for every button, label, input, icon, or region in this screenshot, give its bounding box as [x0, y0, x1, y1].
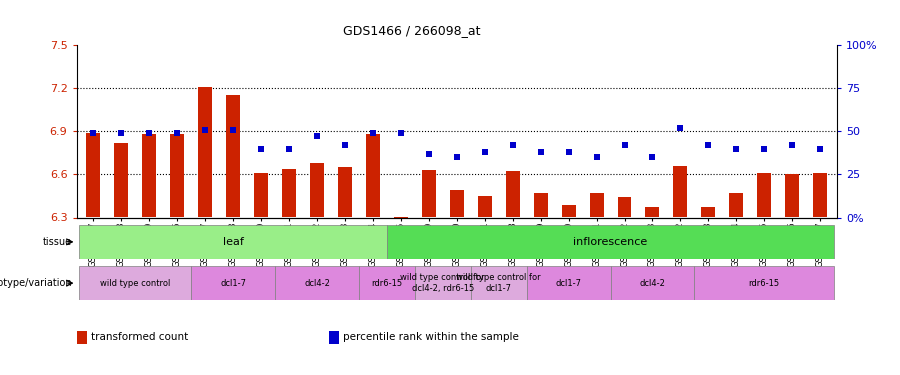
Bar: [610, 266, 695, 300]
Point: [478, 149, 492, 155]
Bar: [226, 95, 240, 218]
Bar: [170, 134, 184, 218]
Bar: [359, 266, 415, 300]
Bar: [114, 143, 128, 218]
Point: [338, 142, 352, 148]
Text: transformed count: transformed count: [91, 333, 188, 342]
Point: [365, 130, 380, 136]
Bar: [673, 166, 688, 218]
Point: [701, 142, 716, 148]
Point: [506, 142, 520, 148]
Bar: [415, 266, 471, 300]
Bar: [198, 87, 212, 218]
Bar: [394, 217, 408, 261]
Text: GDS1466 / 266098_at: GDS1466 / 266098_at: [343, 24, 481, 38]
Text: rdr6-15: rdr6-15: [372, 279, 402, 288]
Text: dcl4-2: dcl4-2: [304, 279, 330, 288]
Text: dcl1-7: dcl1-7: [555, 279, 581, 288]
Bar: [79, 225, 387, 259]
Point: [393, 130, 408, 136]
Point: [645, 154, 660, 160]
Point: [170, 130, 184, 136]
Point: [757, 146, 771, 152]
Bar: [645, 207, 660, 218]
Point: [310, 134, 324, 140]
Bar: [422, 170, 436, 217]
Text: leaf: leaf: [222, 237, 244, 247]
Bar: [450, 190, 464, 217]
Point: [282, 146, 296, 152]
Text: wild type control for
dcl1-7: wild type control for dcl1-7: [456, 273, 541, 293]
Point: [114, 130, 129, 136]
Bar: [366, 134, 380, 218]
Bar: [275, 266, 359, 300]
Bar: [757, 173, 771, 217]
Bar: [729, 193, 743, 217]
Text: dcl4-2: dcl4-2: [640, 279, 665, 288]
Point: [254, 146, 268, 152]
Text: rdr6-15: rdr6-15: [749, 279, 780, 288]
Bar: [814, 173, 827, 217]
Bar: [695, 266, 834, 300]
Bar: [86, 133, 100, 218]
Point: [198, 126, 212, 132]
Point: [785, 142, 799, 148]
Bar: [142, 134, 157, 218]
Point: [813, 146, 827, 152]
Bar: [387, 225, 834, 259]
Bar: [590, 193, 604, 217]
Point: [729, 146, 743, 152]
Bar: [786, 174, 799, 217]
Bar: [282, 169, 296, 217]
Bar: [191, 266, 275, 300]
Bar: [254, 173, 268, 217]
Point: [421, 151, 436, 157]
Point: [449, 154, 464, 160]
Bar: [471, 266, 526, 300]
Bar: [338, 167, 352, 217]
Text: wild type control: wild type control: [100, 279, 170, 288]
Bar: [526, 266, 610, 300]
Bar: [478, 196, 491, 217]
Point: [590, 154, 604, 160]
Text: tissue: tissue: [43, 237, 72, 247]
Point: [226, 126, 240, 132]
Text: wild type control for
dcl4-2, rdr6-15: wild type control for dcl4-2, rdr6-15: [400, 273, 485, 293]
Point: [534, 149, 548, 155]
Point: [673, 125, 688, 131]
Bar: [562, 204, 576, 218]
Text: inflorescence: inflorescence: [573, 237, 648, 247]
Text: percentile rank within the sample: percentile rank within the sample: [343, 333, 518, 342]
Point: [142, 130, 157, 136]
Point: [562, 149, 576, 155]
Bar: [617, 197, 632, 217]
Bar: [310, 163, 324, 218]
Text: dcl1-7: dcl1-7: [220, 279, 246, 288]
Point: [617, 142, 632, 148]
Bar: [534, 193, 547, 217]
Bar: [701, 207, 716, 218]
Bar: [506, 171, 519, 217]
Point: [86, 130, 101, 136]
Text: genotype/variation: genotype/variation: [0, 278, 72, 288]
Bar: [79, 266, 191, 300]
